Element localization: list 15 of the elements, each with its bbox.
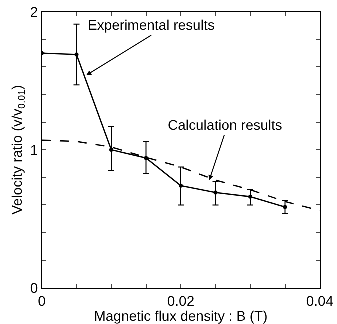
point	[179, 184, 183, 188]
point	[248, 194, 252, 199]
x-axis-title: Magnetic flux density : B (T)	[94, 308, 268, 324]
annotation: Experimental results	[88, 17, 215, 33]
y-tick-label: 2	[30, 4, 38, 20]
x-tick-label: 0.02	[167, 292, 195, 309]
annotation: Calculation results	[168, 117, 282, 133]
point	[144, 156, 148, 160]
point	[110, 148, 114, 152]
point	[74, 52, 79, 57]
point	[283, 205, 288, 210]
point	[214, 190, 218, 195]
y-tick-label: 1	[30, 142, 38, 158]
x-tick-label: 0.04	[306, 292, 334, 309]
y-tick-label: 0	[30, 280, 38, 296]
